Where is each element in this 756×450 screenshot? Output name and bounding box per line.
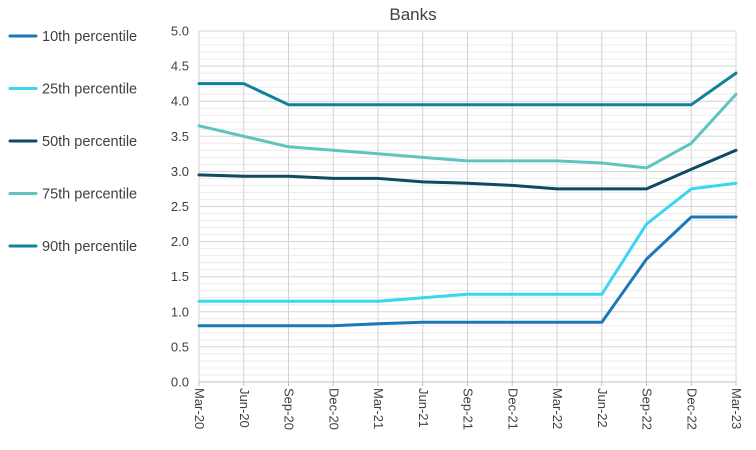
series-line-5 [197,71,738,107]
y-tick-label: 4.5 [171,59,189,74]
x-tick-label: Jun-22 [595,388,610,428]
x-axis-ticks: Mar-20 Jun-20 Sep-20 Dec-20 Mar-21 Jun-21 Sep-… [192,382,744,430]
y-tick-label: 3.0 [171,164,189,179]
x-tick-label: Mar-20 [192,388,207,429]
x-tick-label: Jun-21 [416,388,431,428]
x-tick-label: Jun-20 [237,388,252,428]
x-tick-label: Sep-20 [282,388,297,430]
series-line-2 [197,181,738,303]
series-line-1 [197,215,738,328]
legend-label: 25th percentile [42,82,137,98]
y-tick-label: 5.0 [171,24,189,39]
series-lines [197,71,738,328]
major-gridlines [198,30,737,383]
series-line-4 [197,92,738,170]
x-tick-label: Mar-21 [371,388,386,429]
legend-label: 10th percentile [42,29,137,45]
legend: 10th percentile 25th percentile 50th perce… [8,29,137,255]
y-tick-label: 0.5 [171,339,189,354]
x-tick-label: Sep-21 [461,388,476,430]
y-tick-label: 1.5 [171,269,189,284]
legend-label: 75th percentile [42,187,137,203]
y-tick-label: 4.0 [171,94,189,109]
y-tick-label: 3.5 [171,129,189,144]
y-tick-label: 1.0 [171,304,189,319]
x-tick-label: Sep-22 [640,388,655,430]
y-axis-ticks: 0.0 0.5 1.0 1.5 2.0 2.5 3.0 3.5 4.0 4.5 5.0 [171,24,189,390]
x-tick-label: Mar-22 [550,388,565,429]
x-tick-label: Mar-23 [729,388,744,429]
y-tick-label: 2.0 [171,234,189,249]
y-tick-label: 2.5 [171,199,189,214]
x-tick-label: Dec-22 [684,388,699,430]
series-line-3 [197,148,738,191]
x-tick-label: Dec-20 [326,388,341,430]
legend-label: 50th percentile [42,134,137,150]
y-tick-label: 0.0 [171,375,189,390]
legend-label: 90th percentile [42,239,137,255]
x-tick-label: Dec-21 [505,388,520,430]
chart-title: Banks [389,5,436,24]
